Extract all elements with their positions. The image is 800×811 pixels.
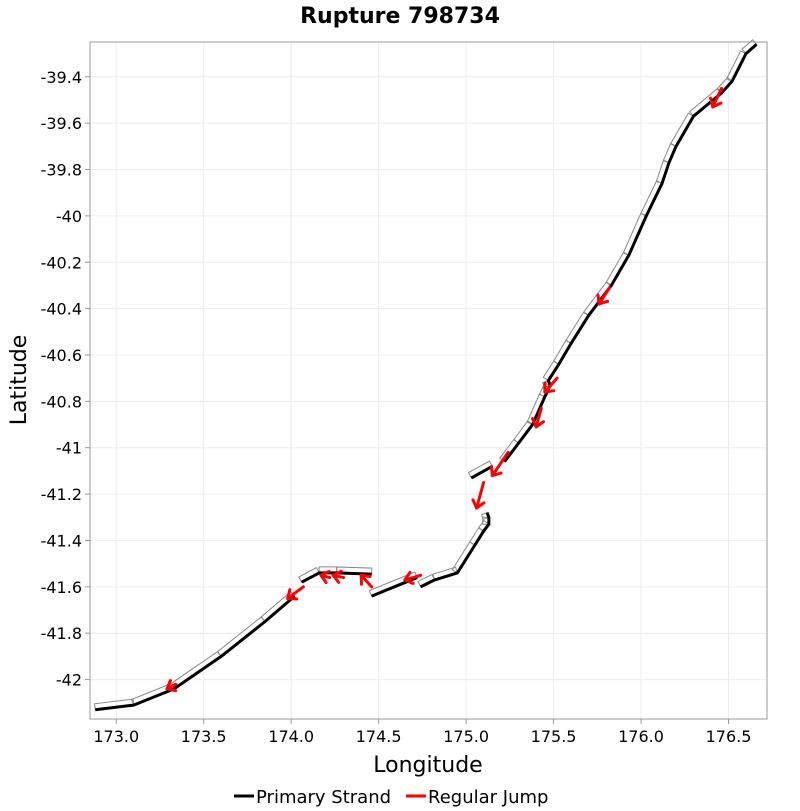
primary-strand-segment bbox=[503, 43, 758, 463]
x-tick-label: 174.0 bbox=[268, 727, 314, 746]
jump-arrow-shaft bbox=[597, 286, 612, 306]
y-tick-label: -39.4 bbox=[41, 68, 82, 87]
jump-arrow-head bbox=[286, 588, 299, 601]
jump-arrow-head bbox=[165, 679, 178, 693]
y-tick-label: -41.2 bbox=[41, 485, 82, 504]
jump-arrow-head bbox=[596, 293, 610, 306]
jump-arrow-shaft bbox=[490, 450, 510, 478]
fault-subsection bbox=[622, 212, 647, 256]
y-tick-label: -42 bbox=[56, 671, 82, 690]
y-tick-label: -41.6 bbox=[41, 578, 82, 597]
x-axis-label: Longitude bbox=[373, 753, 482, 778]
jump-arrow-shaft bbox=[359, 573, 374, 589]
regular-jump-arrows bbox=[165, 86, 724, 693]
x-tick-label: 173.5 bbox=[181, 727, 227, 746]
fault-subsection bbox=[216, 616, 266, 658]
y-axis-ticks: -39.4 -39.6 -39.8 -40 -40.2 -40.4 -40.6 -40.8 -4… bbox=[41, 68, 90, 690]
y-tick-label: -41.4 bbox=[41, 531, 82, 550]
fault-subsection bbox=[640, 180, 663, 217]
fault-subsection bbox=[688, 87, 723, 117]
jump-arrow-shaft bbox=[403, 573, 423, 582]
legend: Primary Strand Regular Jump bbox=[234, 787, 548, 808]
y-tick-label: -40.4 bbox=[41, 300, 82, 319]
jump-arrow-head bbox=[403, 570, 415, 585]
jump-arrow-shaft bbox=[534, 406, 543, 429]
x-axis-ticks: 173.0 173.5 174.0 174.5 175.0 175.5 176.0 176.5 bbox=[93, 719, 751, 746]
fault-subsection bbox=[670, 112, 695, 148]
jump-arrow-head bbox=[709, 96, 723, 109]
jump-arrow-head bbox=[359, 573, 372, 586]
y-tick-label: -39.8 bbox=[41, 161, 82, 180]
x-tick-label: 175.5 bbox=[531, 727, 577, 746]
jump-arrow-shaft bbox=[475, 481, 486, 510]
x-tick-label: 176.5 bbox=[706, 727, 752, 746]
y-tick-label: -40 bbox=[56, 207, 82, 226]
jump-arrow-shaft bbox=[711, 86, 724, 109]
y-tick-label: -41.8 bbox=[41, 624, 82, 643]
primary-strand-segment bbox=[419, 512, 491, 589]
y-tick-label: -41 bbox=[56, 439, 82, 458]
primary-strand-lines bbox=[95, 43, 758, 712]
fault-subsection bbox=[605, 251, 630, 287]
jump-arrow-head bbox=[471, 498, 486, 510]
y-tick-label: -40.8 bbox=[41, 392, 82, 411]
legend-label-primary-strand: Primary Strand bbox=[256, 787, 391, 808]
chart-title: Rupture 798734 bbox=[300, 4, 500, 29]
x-tick-label: 173.0 bbox=[93, 727, 139, 746]
fault-subsection bbox=[565, 311, 590, 345]
jump-arrow-shaft bbox=[286, 585, 305, 600]
plot-area bbox=[89, 41, 768, 720]
y-axis-label: Latitude bbox=[7, 335, 32, 426]
jump-arrow-head bbox=[543, 381, 556, 394]
jump-arrow-shaft bbox=[543, 376, 559, 394]
jump-arrow-head bbox=[530, 417, 545, 429]
x-tick-label: 174.5 bbox=[356, 727, 402, 746]
fault-subsection-outlines bbox=[93, 39, 758, 711]
y-tick-label: -40.6 bbox=[41, 346, 82, 365]
jump-arrow-head bbox=[490, 465, 503, 478]
x-tick-label: 176.0 bbox=[618, 727, 664, 746]
y-tick-label: -40.2 bbox=[41, 253, 82, 272]
primary-strand-segment bbox=[95, 594, 296, 712]
fault-subsection bbox=[169, 650, 222, 690]
y-tick-label: -39.6 bbox=[41, 114, 82, 133]
primary-strand-segment bbox=[470, 464, 494, 480]
grid-lines bbox=[90, 42, 767, 719]
x-tick-label: 175.0 bbox=[443, 727, 489, 746]
legend-label-regular-jump: Regular Jump bbox=[428, 787, 548, 808]
fault-subsection bbox=[513, 420, 534, 444]
jump-arrow-head bbox=[319, 569, 331, 585]
jump-arrow-head bbox=[331, 569, 343, 584]
